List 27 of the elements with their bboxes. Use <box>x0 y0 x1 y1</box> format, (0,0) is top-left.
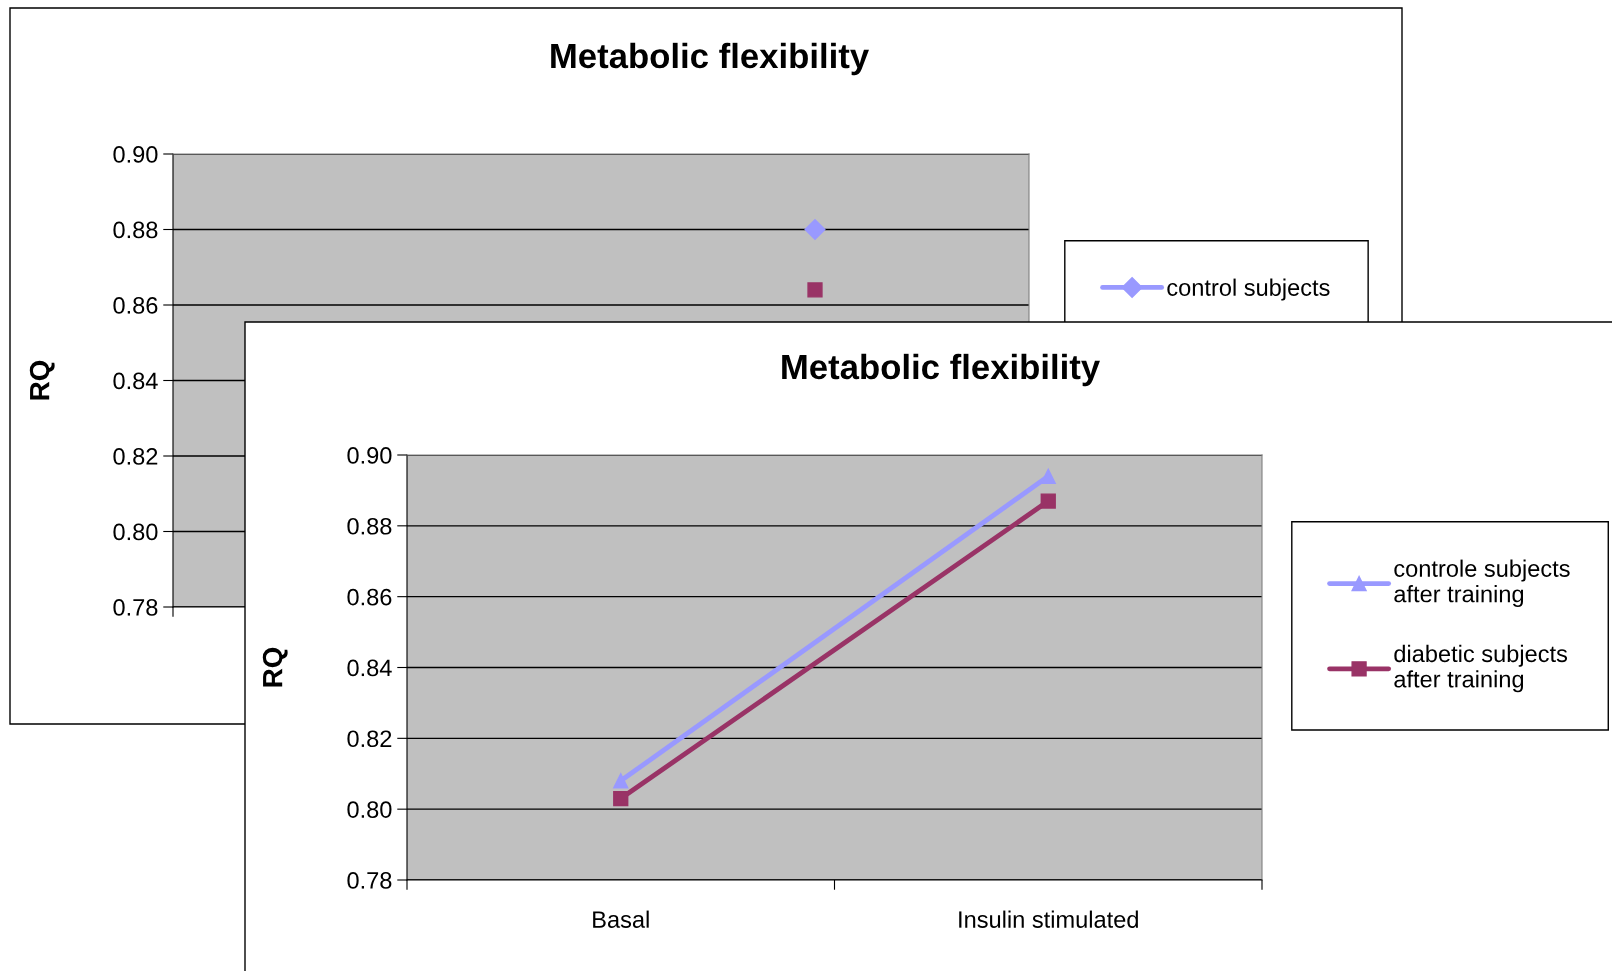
x-tick-label: Insulin stimulated <box>959 910 1138 928</box>
legend-label: control subjects <box>1167 278 1330 301</box>
y-tick-label: 0.90 <box>347 447 392 464</box>
legend-label: diabetic subjects after training <box>1394 644 1568 693</box>
y-tick-label: 0.84 <box>113 372 158 390</box>
y-tick-label: 0.80 <box>347 801 392 818</box>
y-tick-label: 0.88 <box>113 221 158 239</box>
chart-title: Metabolic flexibility <box>782 353 1100 387</box>
y-tick-label: 0.78 <box>347 872 392 889</box>
y-tick-label: 0.80 <box>113 523 158 541</box>
y-tick-label: 0.86 <box>347 588 392 606</box>
y-tick-label: 0.84 <box>347 659 392 677</box>
point <box>1040 493 1056 509</box>
point <box>1040 468 1056 484</box>
y-tick-label: 0.78 <box>113 599 158 616</box>
y-axis-title: RQ <box>29 360 55 400</box>
y-tick-label: 0.90 <box>113 146 158 163</box>
y-tick-label: 0.86 <box>113 297 158 314</box>
chart-title: Metabolic flexibility <box>551 42 869 76</box>
y-tick-label: 0.88 <box>347 517 392 535</box>
y-tick-label: 0.82 <box>113 448 158 465</box>
x-tick-label: Basal <box>593 910 649 928</box>
point <box>613 773 629 789</box>
point <box>613 790 629 807</box>
y-axis-title: RQ <box>262 647 288 687</box>
legend-label: controle subjects after training <box>1394 559 1570 608</box>
y-tick-label: 0.82 <box>347 730 392 748</box>
